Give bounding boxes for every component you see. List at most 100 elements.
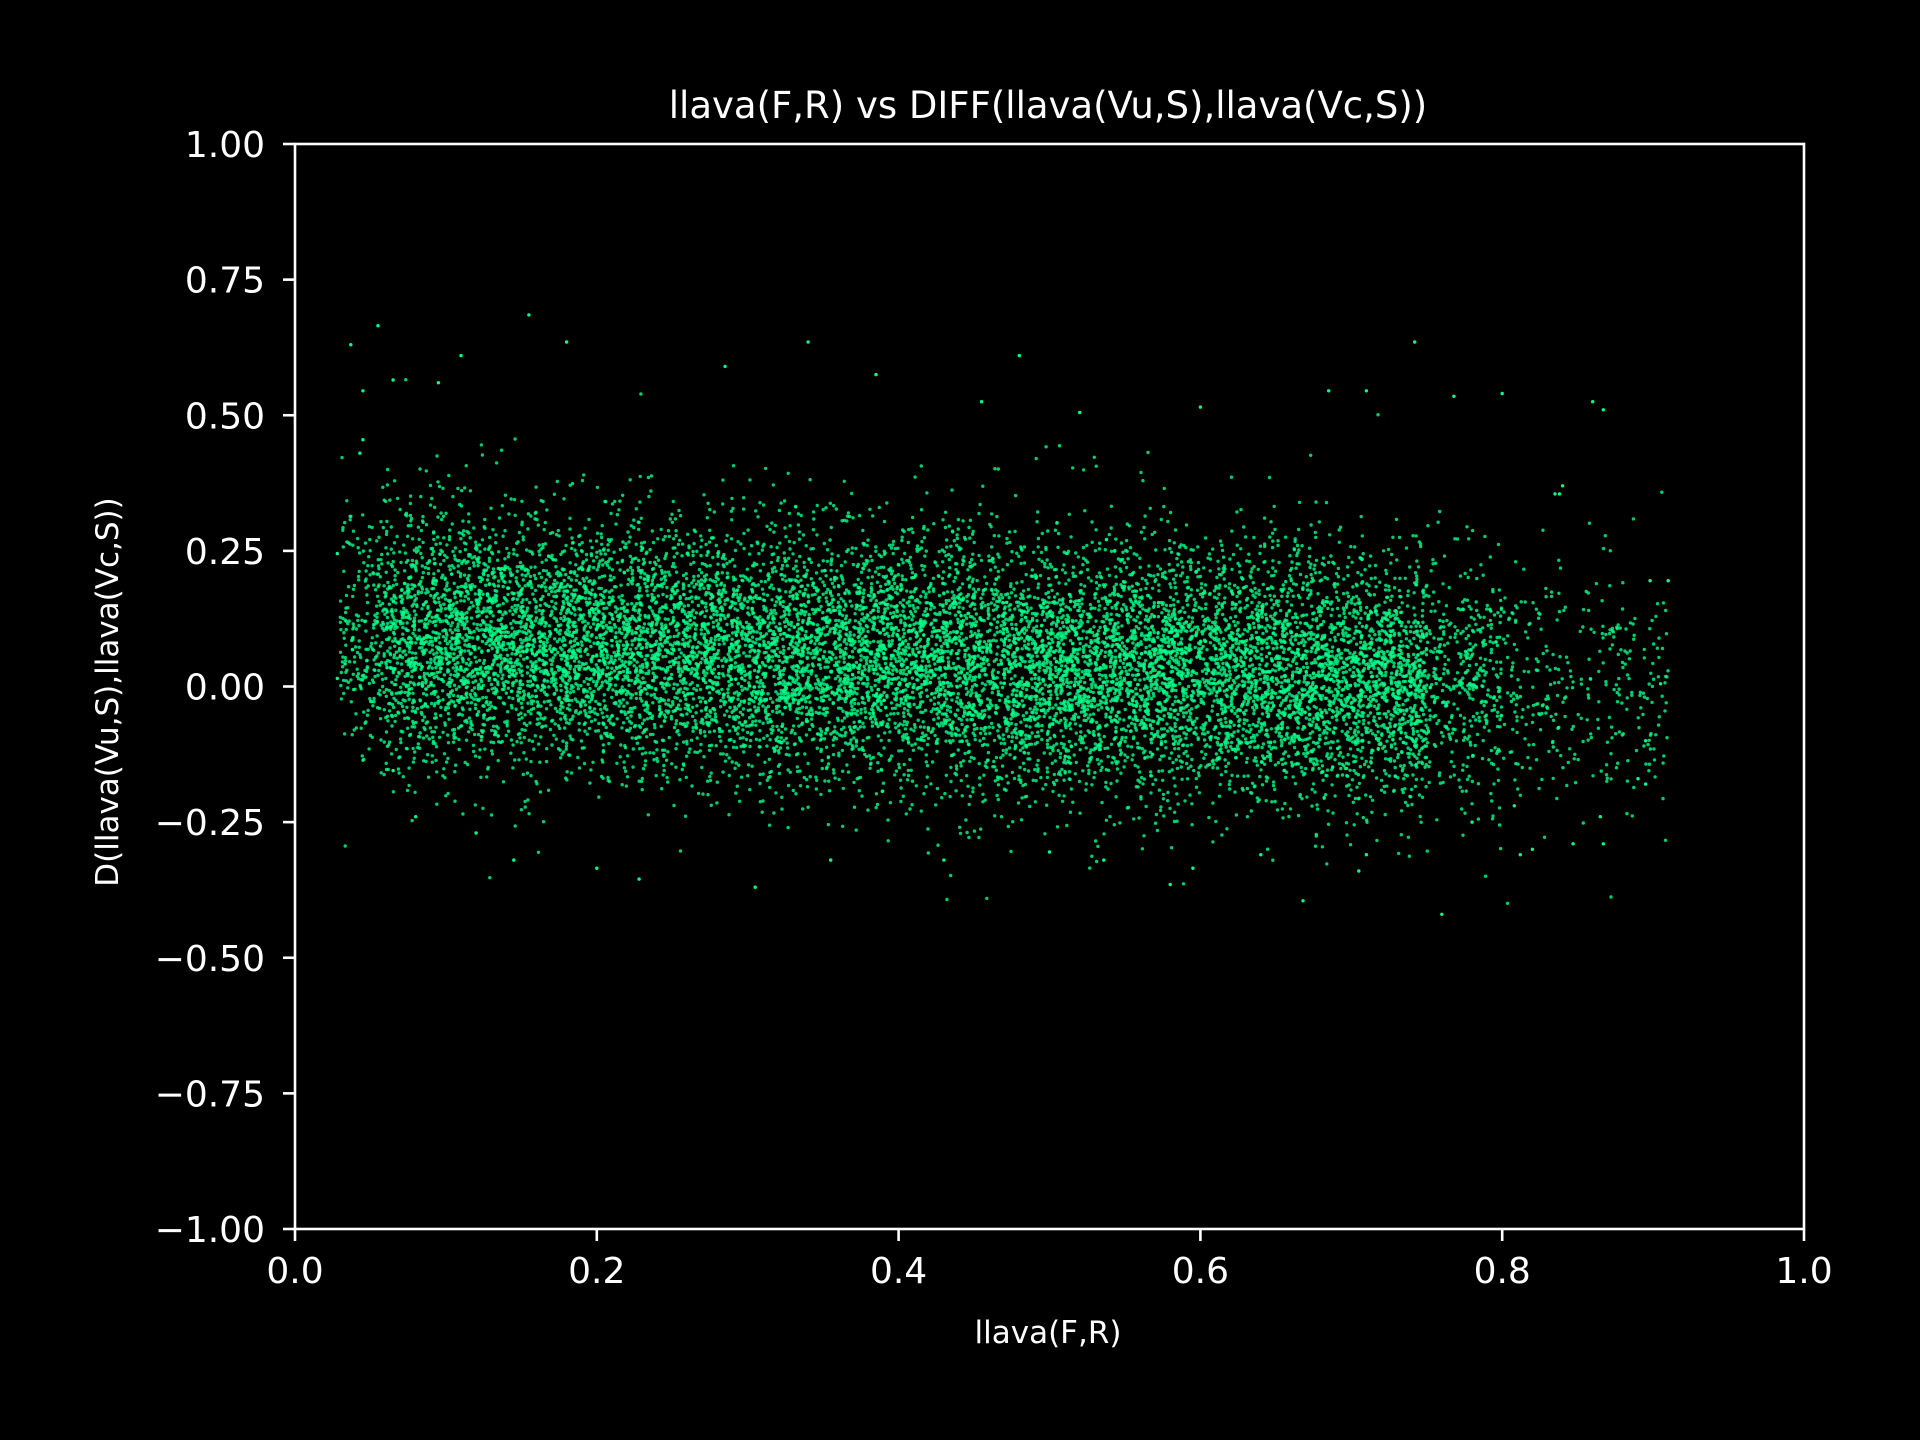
scatter-point <box>803 686 807 690</box>
scatter-point <box>405 596 410 600</box>
scatter-point <box>599 535 604 540</box>
scatter-point <box>1258 663 1262 667</box>
scatter-point <box>1625 651 1629 655</box>
scatter-point <box>454 763 458 767</box>
scatter-point <box>1355 785 1359 789</box>
scatter-point <box>883 731 887 735</box>
scatter-point <box>859 654 863 658</box>
scatter-point <box>1415 574 1419 578</box>
scatter-point <box>922 725 926 729</box>
scatter-point <box>361 513 365 517</box>
scatter-point <box>549 589 554 594</box>
scatter-point <box>999 624 1003 628</box>
scatter-point <box>629 678 634 683</box>
scatter-point <box>699 578 704 582</box>
scatter-point <box>467 520 471 524</box>
scatter-point <box>1124 565 1129 570</box>
scatter-point <box>1292 745 1297 750</box>
scatter-point <box>1435 818 1439 822</box>
scatter-point <box>1155 828 1160 833</box>
scatter-point <box>1458 713 1463 718</box>
scatter-point <box>746 599 750 604</box>
scatter-point <box>419 710 423 715</box>
scatter-point <box>470 688 474 693</box>
scatter-point <box>465 762 470 767</box>
scatter-point <box>924 664 928 668</box>
scatter-point <box>923 573 927 577</box>
scatter-point <box>1044 445 1048 449</box>
scatter-point <box>371 572 376 576</box>
scatter-point <box>1230 773 1234 777</box>
scatter-point <box>435 770 439 774</box>
scatter-point <box>1345 591 1350 595</box>
scatter-point <box>1596 717 1600 722</box>
scatter-point <box>494 461 499 465</box>
scatter-point <box>1627 676 1631 681</box>
scatter-point <box>1308 736 1312 740</box>
scatter-point <box>1555 693 1560 698</box>
scatter-point <box>833 677 838 681</box>
scatter-point <box>1088 689 1093 694</box>
scatter-point <box>1045 738 1050 743</box>
scatter-point <box>517 686 521 691</box>
scatter-point <box>1112 585 1116 589</box>
scatter-point <box>429 661 433 665</box>
chart-title: llava(F,R) vs DIFF(llava(Vu,S),llava(Vc,… <box>669 84 1427 127</box>
scatter-point <box>592 707 597 711</box>
scatter-point <box>1384 670 1388 674</box>
scatter-point <box>399 662 404 666</box>
scatter-point <box>549 667 554 671</box>
scatter-point <box>1539 627 1543 631</box>
scatter-point <box>961 562 965 567</box>
scatter-point <box>690 705 695 709</box>
scatter-point <box>1444 604 1449 608</box>
scatter-point <box>1081 556 1086 560</box>
scatter-point <box>1324 736 1328 740</box>
scatter-point <box>1116 625 1120 629</box>
scatter-point <box>1623 662 1627 666</box>
scatter-point <box>771 483 775 487</box>
scatter-point <box>598 549 602 553</box>
scatter-point <box>670 762 674 766</box>
scatter-point <box>621 698 625 702</box>
scatter-point <box>1222 600 1227 605</box>
scatter-point <box>1013 529 1017 534</box>
scatter-point <box>1324 711 1329 715</box>
scatter-point <box>1002 741 1007 746</box>
scatter-point <box>538 760 542 764</box>
scatter-point <box>629 714 633 718</box>
scatter-point <box>1220 833 1224 837</box>
scatter-point <box>677 733 681 737</box>
scatter-point <box>843 733 847 738</box>
scatter-point <box>677 655 681 659</box>
scatter-point <box>580 541 584 545</box>
scatter-point <box>1088 649 1093 653</box>
scatter-point <box>378 688 382 693</box>
scatter-point <box>1086 619 1090 624</box>
scatter-point <box>411 691 415 695</box>
scatter-point <box>348 518 352 522</box>
scatter-point <box>483 747 487 751</box>
scatter-point <box>1096 708 1101 712</box>
scatter-point <box>973 737 977 742</box>
scatter-point <box>734 633 739 638</box>
scatter-point <box>805 785 810 789</box>
scatter-point <box>1131 689 1135 694</box>
scatter-point <box>992 617 996 621</box>
scatter-point <box>867 754 872 758</box>
scatter-point <box>1437 600 1441 604</box>
scatter-point <box>1383 642 1387 646</box>
scatter-point <box>848 630 852 634</box>
scatter-point <box>791 688 795 692</box>
scatter-point <box>768 696 773 701</box>
scatter-point <box>1185 586 1190 590</box>
scatter-point <box>1119 569 1123 574</box>
scatter-point <box>1325 731 1329 735</box>
scatter-point <box>698 587 702 591</box>
scatter-point <box>479 443 484 447</box>
scatter-point <box>544 707 549 711</box>
scatter-point <box>1010 626 1015 631</box>
scatter-point <box>562 578 566 583</box>
scatter-point <box>524 757 528 761</box>
scatter-point <box>815 623 820 627</box>
